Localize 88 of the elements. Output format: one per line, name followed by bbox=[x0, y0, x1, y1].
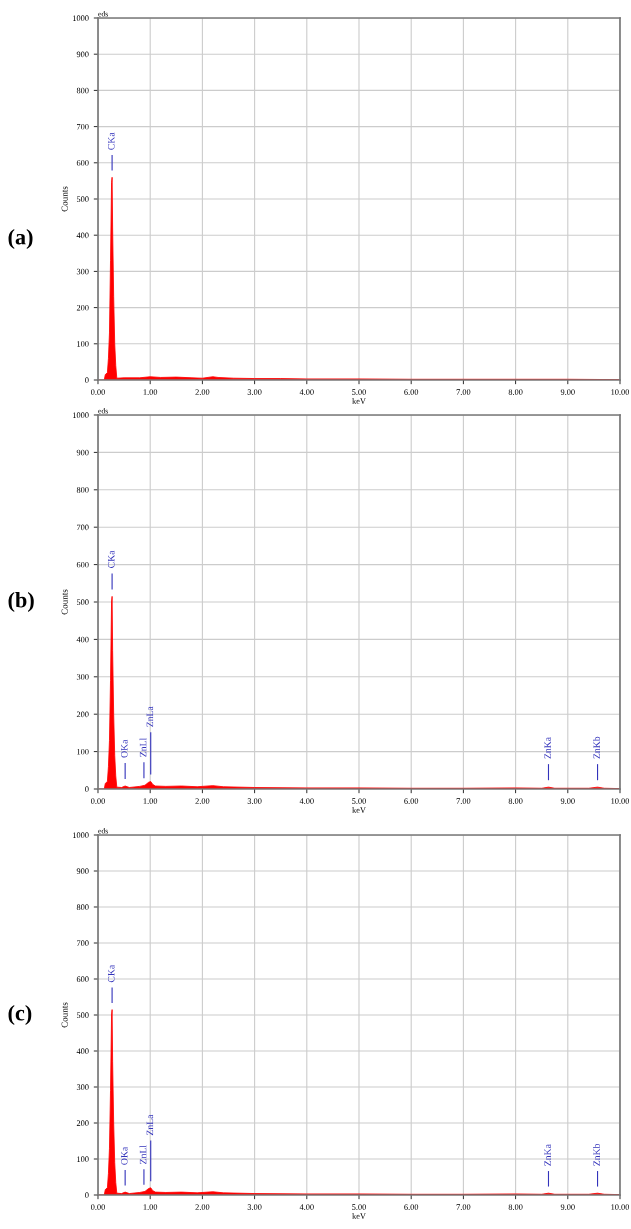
x-tick-label: 8.00 bbox=[508, 389, 523, 395]
x-tick-label: 9.00 bbox=[560, 798, 575, 804]
x-tick-label: 4.00 bbox=[299, 1204, 314, 1210]
x-tick-label: 0.00 bbox=[91, 1204, 105, 1210]
x-tick-label: 7.00 bbox=[456, 1204, 471, 1210]
y-tick-label: 100 bbox=[77, 341, 89, 347]
y-tick-label: 0 bbox=[85, 786, 89, 792]
y-axis-title: Counts bbox=[61, 589, 68, 615]
x-axis-title: keV bbox=[352, 1212, 366, 1219]
y-axis-title: Counts bbox=[61, 186, 68, 212]
annotation: ZnKa bbox=[544, 737, 551, 759]
y-tick-label: 700 bbox=[77, 123, 89, 130]
text: (b) bbox=[8, 591, 34, 613]
y-tick-label: 200 bbox=[76, 304, 89, 311]
y-tick-label: 200 bbox=[76, 1120, 89, 1126]
y-tick-label: 600 bbox=[76, 561, 89, 568]
x-tick-label: 2.00 bbox=[195, 389, 210, 395]
y-tick-label: 900 bbox=[76, 449, 89, 456]
x-tick-label: 10.00 bbox=[611, 389, 630, 395]
x-tick-label: 1.00 bbox=[143, 798, 158, 804]
x-tick-label: 5.00 bbox=[352, 1204, 366, 1210]
x-tick-label: 7.00 bbox=[456, 798, 471, 804]
annotation: ZnKb bbox=[593, 736, 600, 759]
y-tick-label: 1000 bbox=[73, 15, 89, 21]
text: (a) bbox=[8, 228, 33, 250]
annotation: ZnLl bbox=[139, 737, 147, 757]
y-tick-label: 600 bbox=[76, 976, 89, 982]
y-tick-label: 700 bbox=[77, 524, 89, 531]
y-tick-label: 400 bbox=[76, 1048, 89, 1054]
y-tick-label: 800 bbox=[76, 487, 89, 493]
x-tick-label: 9.00 bbox=[560, 1204, 575, 1210]
y-tick-label: 300 bbox=[76, 674, 89, 680]
x-tick-label: 6.00 bbox=[404, 1204, 419, 1210]
y-tick-label: 100 bbox=[77, 748, 89, 755]
x-tick-label: 3.00 bbox=[247, 389, 262, 395]
x-tick-label: 9.00 bbox=[560, 389, 575, 395]
x-tick-label: 8.00 bbox=[508, 1204, 523, 1210]
y-tick-label: 500 bbox=[76, 599, 89, 605]
x-tick-label: 6.00 bbox=[404, 798, 419, 804]
x-tick-label: 0.00 bbox=[91, 798, 105, 804]
x-tick-label: 6.00 bbox=[404, 389, 419, 395]
y-tick-label: 500 bbox=[76, 1012, 89, 1018]
y-tick-label: 600 bbox=[76, 160, 89, 166]
y-tick-label: 300 bbox=[76, 1084, 89, 1090]
annotation: CKa bbox=[107, 964, 115, 983]
y-tick-label: 200 bbox=[76, 711, 89, 718]
annotation: ZnLa bbox=[146, 706, 154, 727]
x-tick-label: 2.00 bbox=[195, 798, 210, 804]
x-tick-label: 10.00 bbox=[611, 1204, 630, 1210]
x-tick-label: 2.00 bbox=[195, 1204, 210, 1210]
x-tick-label: 3.00 bbox=[247, 1204, 262, 1210]
annotation: OKa bbox=[121, 739, 128, 758]
y-tick-label: 800 bbox=[76, 87, 89, 94]
x-tick-label: 1.00 bbox=[143, 1204, 158, 1210]
annotation: OKa bbox=[121, 1146, 128, 1165]
y-tick-label: 400 bbox=[76, 232, 89, 239]
y-tick-label: 1000 bbox=[73, 832, 89, 838]
annotation: ZnLl bbox=[139, 1145, 147, 1164]
y-tick-label: 300 bbox=[76, 268, 89, 275]
y-tick-label: 800 bbox=[76, 904, 89, 910]
y-tick-label: 0 bbox=[85, 377, 89, 383]
x-tick-label: 4.00 bbox=[299, 389, 314, 395]
x-tick-label: 5.00 bbox=[352, 798, 366, 804]
y-tick-label: 500 bbox=[76, 196, 89, 202]
y-axis-title: Counts bbox=[61, 1002, 68, 1028]
x-tick-label: 5.00 bbox=[352, 389, 366, 395]
y-tick-label: 0 bbox=[85, 1192, 89, 1198]
x-tick-label: 4.00 bbox=[299, 798, 314, 804]
text: (c) bbox=[8, 1004, 32, 1026]
x-axis-title: keV bbox=[352, 397, 366, 404]
annotation: CKa bbox=[107, 550, 115, 568]
x-tick-label: 10.00 bbox=[611, 798, 630, 804]
annotation: ZnKa bbox=[544, 1144, 551, 1166]
y-tick-label: 100 bbox=[77, 1156, 89, 1162]
y-tick-label: 900 bbox=[76, 51, 89, 58]
y-tick-label: 1000 bbox=[73, 412, 89, 418]
annotation: ZnLa bbox=[146, 1114, 154, 1136]
x-tick-label: 1.00 bbox=[143, 389, 158, 395]
x-tick-label: 3.00 bbox=[247, 798, 262, 804]
x-tick-label: 8.00 bbox=[508, 798, 523, 804]
annotation: CKa bbox=[107, 132, 115, 150]
annotation: ZnKb bbox=[593, 1143, 600, 1166]
y-tick-label: 700 bbox=[77, 940, 89, 946]
y-tick-label: 400 bbox=[76, 636, 89, 643]
x-tick-label: 7.00 bbox=[456, 389, 471, 395]
x-tick-label: 0.00 bbox=[91, 389, 105, 395]
x-axis-title: keV bbox=[352, 806, 366, 813]
y-tick-label: 900 bbox=[76, 868, 89, 874]
